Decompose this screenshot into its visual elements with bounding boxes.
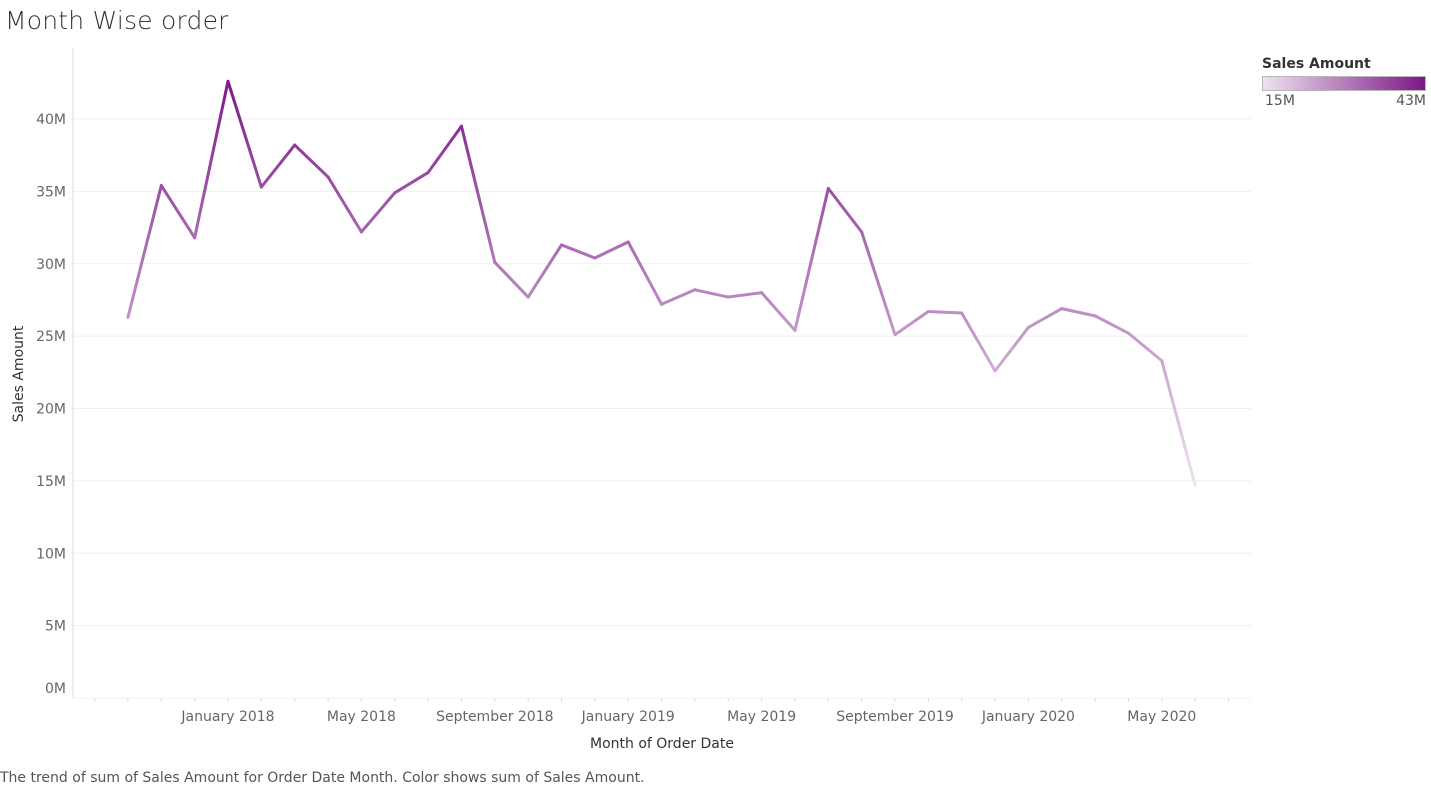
line-segment[interactable] bbox=[459, 124, 497, 264]
data-point[interactable]: 2020-02: 26900000 bbox=[1060, 307, 1064, 311]
data-point[interactable]: 2019-10: 26700000 bbox=[926, 310, 930, 314]
legend-title: Sales Amount bbox=[1262, 56, 1371, 72]
line-segment[interactable] bbox=[159, 184, 197, 240]
line-segment[interactable] bbox=[826, 186, 864, 234]
line-segment[interactable] bbox=[593, 240, 630, 260]
line-segment[interactable] bbox=[1126, 331, 1164, 363]
line-segment[interactable] bbox=[126, 184, 163, 319]
data-point[interactable]: 2018-05: 32200000 bbox=[359, 230, 363, 234]
line-segment[interactable] bbox=[1060, 307, 1097, 318]
line-segment[interactable] bbox=[760, 291, 797, 332]
line-segment[interactable] bbox=[960, 311, 997, 373]
line-segment[interactable] bbox=[226, 79, 263, 189]
y-tick-label: 40M bbox=[36, 112, 66, 128]
line-segment[interactable] bbox=[359, 191, 397, 234]
line-segment[interactable] bbox=[660, 288, 697, 306]
data-point[interactable]: 2018-09: 30100000 bbox=[493, 260, 497, 264]
x-tick-label: May 2018 bbox=[327, 709, 396, 725]
data-point[interactable]: 2018-04: 36000000 bbox=[326, 175, 330, 179]
data-point[interactable]: 2020-01: 25600000 bbox=[1026, 325, 1030, 329]
line-segment[interactable] bbox=[626, 240, 664, 306]
line-segment[interactable] bbox=[560, 243, 597, 260]
legend-labels: 15M 43M bbox=[1262, 91, 1426, 109]
data-point[interactable]: 2017-11: 35400000 bbox=[159, 184, 163, 188]
y-tick-label: 30M bbox=[36, 257, 66, 273]
data-point[interactable]: 2019-02: 27200000 bbox=[660, 302, 664, 306]
legend-max-label: 43M bbox=[1396, 93, 1426, 109]
line-segment[interactable] bbox=[993, 325, 1030, 373]
y-tick-label: 5M bbox=[45, 619, 66, 635]
data-point[interactable]: 2019-07: 35200000 bbox=[826, 186, 830, 190]
x-tick-label: May 2019 bbox=[727, 709, 796, 725]
y-tick-label: 0M bbox=[45, 681, 66, 697]
line-segment[interactable] bbox=[793, 186, 830, 332]
line-segment[interactable] bbox=[1026, 307, 1064, 329]
data-point[interactable]: 2019-03: 28200000 bbox=[693, 288, 697, 292]
chart-caption: The trend of sum of Sales Amount for Ord… bbox=[0, 770, 645, 786]
line-segment[interactable] bbox=[1093, 314, 1130, 335]
chart-title: Month Wise order bbox=[5, 6, 229, 35]
data-point[interactable]: 2018-07: 36300000 bbox=[426, 171, 430, 175]
data-point[interactable]: 2018-01: 42600000 bbox=[226, 79, 230, 83]
data-point[interactable]: 2017-12: 31800000 bbox=[193, 236, 197, 240]
y-axis-ticks: 0M 5M 10M 15M 20M 25M 30M 35M 40M bbox=[36, 112, 66, 697]
data-point[interactable]: 2020-03: 26400000 bbox=[1093, 314, 1097, 318]
data-point[interactable]: 2019-04: 27700000 bbox=[726, 295, 730, 299]
line-segment[interactable] bbox=[926, 310, 964, 315]
line-segment[interactable] bbox=[693, 288, 730, 299]
x-tick-label: May 2020 bbox=[1127, 709, 1196, 725]
y-tick-label: 35M bbox=[36, 184, 66, 200]
data-point[interactable]: 2018-12: 30400000 bbox=[593, 256, 597, 260]
legend-color-ramp bbox=[1262, 76, 1426, 91]
data-point[interactable]: 2018-02: 35300000 bbox=[259, 185, 263, 189]
gridlines bbox=[73, 118, 1251, 627]
line-segment[interactable] bbox=[726, 291, 764, 299]
line-segment[interactable] bbox=[1160, 359, 1197, 487]
x-tick-label: September 2018 bbox=[436, 709, 553, 725]
data-point[interactable]: 2018-06: 34900000 bbox=[393, 191, 397, 195]
data-point[interactable]: 2020-05: 23300000 bbox=[1160, 359, 1164, 363]
line-segment[interactable] bbox=[426, 124, 463, 175]
x-axis-ticks: January 2018 May 2018 September 2018 Januar… bbox=[94, 698, 1229, 725]
line-segment[interactable] bbox=[893, 310, 930, 337]
x-tick-label: January 2019 bbox=[581, 709, 675, 725]
y-tick-label: 15M bbox=[36, 474, 66, 490]
line-segment[interactable] bbox=[526, 243, 563, 299]
y-tick-label: 20M bbox=[36, 402, 66, 418]
x-tick-label: January 2018 bbox=[180, 709, 274, 725]
line-segment[interactable] bbox=[326, 175, 363, 234]
sales-line[interactable]: 2017-10: 26300000 2017-11: 35400000 2017-1… bbox=[126, 79, 1197, 487]
line-segment[interactable] bbox=[259, 143, 297, 189]
data-point[interactable]: 2018-11: 31300000 bbox=[560, 243, 563, 247]
y-tick-label: 10M bbox=[36, 546, 66, 562]
color-legend: Sales Amount 15M 43M bbox=[1262, 56, 1430, 109]
data-point[interactable]: 2019-06: 25400000 bbox=[793, 328, 797, 332]
data-point[interactable]: 2017-10: 26300000 bbox=[126, 315, 130, 319]
data-point[interactable]: 2018-08: 39500000 bbox=[459, 124, 463, 128]
data-point[interactable]: 2019-05: 28000000 bbox=[760, 291, 764, 295]
line-segment[interactable] bbox=[193, 79, 230, 240]
y-axis-title: Sales Amount bbox=[11, 325, 27, 422]
x-tick-label: January 2020 bbox=[981, 709, 1075, 725]
data-point[interactable]: 2018-03: 38200000 bbox=[293, 143, 297, 147]
x-axis-title: Month of Order Date bbox=[590, 736, 734, 752]
data-point[interactable]: 2019-08: 32200000 bbox=[860, 230, 864, 234]
line-segment[interactable] bbox=[493, 260, 530, 299]
data-point[interactable]: 2019-01: 31500000 bbox=[626, 240, 630, 244]
data-point[interactable]: 2019-09: 25100000 bbox=[893, 333, 897, 337]
data-point[interactable]: 2019-12: 22600000 bbox=[993, 369, 997, 373]
y-tick-label: 25M bbox=[36, 329, 66, 345]
data-point[interactable]: 2020-04: 25200000 bbox=[1126, 331, 1130, 335]
line-segment[interactable] bbox=[393, 171, 430, 195]
line-segment[interactable] bbox=[860, 230, 897, 337]
line-segment[interactable] bbox=[293, 143, 330, 179]
data-point[interactable]: 2020-06: 14700000 bbox=[1193, 483, 1197, 487]
data-point[interactable]: 2018-10: 27700000 bbox=[526, 295, 530, 299]
data-point[interactable]: 2019-11: 26600000 bbox=[960, 311, 964, 315]
x-tick-label: September 2019 bbox=[836, 709, 953, 725]
legend-min-label: 15M bbox=[1265, 93, 1295, 109]
